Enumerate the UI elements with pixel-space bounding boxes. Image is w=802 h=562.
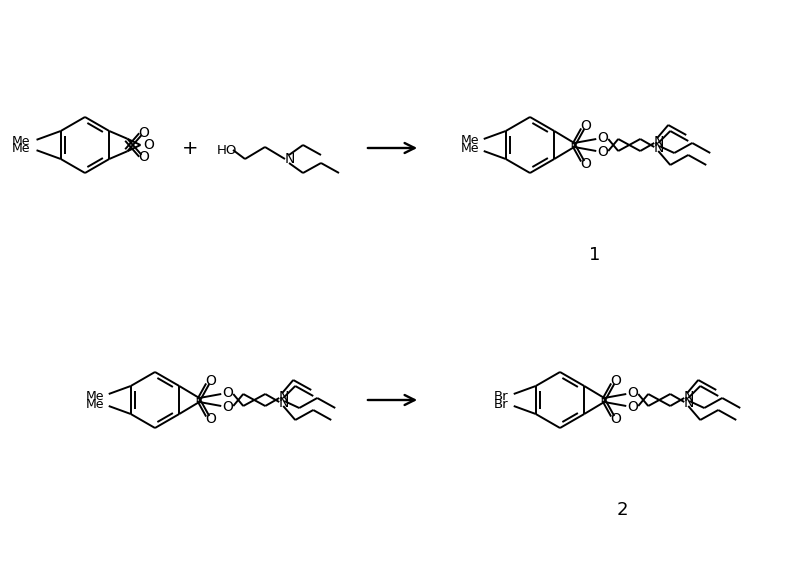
Text: N: N: [285, 152, 295, 166]
Text: O: O: [627, 386, 638, 400]
Text: Br: Br: [494, 397, 508, 410]
Text: HO: HO: [217, 143, 237, 156]
Text: N: N: [654, 135, 664, 149]
Text: Me: Me: [85, 397, 103, 410]
Text: Me: Me: [12, 142, 30, 155]
Text: O: O: [627, 400, 638, 414]
Text: N: N: [654, 141, 664, 155]
Text: O: O: [610, 374, 621, 388]
Text: O: O: [610, 412, 621, 426]
Text: O: O: [580, 119, 591, 133]
Text: O: O: [222, 386, 233, 400]
Text: O: O: [138, 126, 149, 140]
Text: Me: Me: [85, 389, 103, 402]
Text: Me: Me: [12, 135, 30, 148]
Text: Me: Me: [460, 134, 479, 147]
Text: O: O: [205, 374, 216, 388]
Text: O: O: [222, 400, 233, 414]
Text: O: O: [580, 157, 591, 171]
Text: 1: 1: [589, 246, 601, 264]
Text: O: O: [597, 131, 608, 145]
Text: N: N: [279, 396, 290, 410]
Text: O: O: [138, 150, 149, 164]
Text: Me: Me: [460, 143, 479, 156]
Text: O: O: [143, 138, 154, 152]
Text: +: +: [182, 138, 198, 157]
Text: O: O: [597, 145, 608, 159]
Text: N: N: [279, 390, 290, 404]
Text: N: N: [684, 396, 695, 410]
Text: 2: 2: [616, 501, 628, 519]
Text: O: O: [205, 412, 216, 426]
Text: N: N: [684, 390, 695, 404]
Text: Br: Br: [494, 389, 508, 402]
